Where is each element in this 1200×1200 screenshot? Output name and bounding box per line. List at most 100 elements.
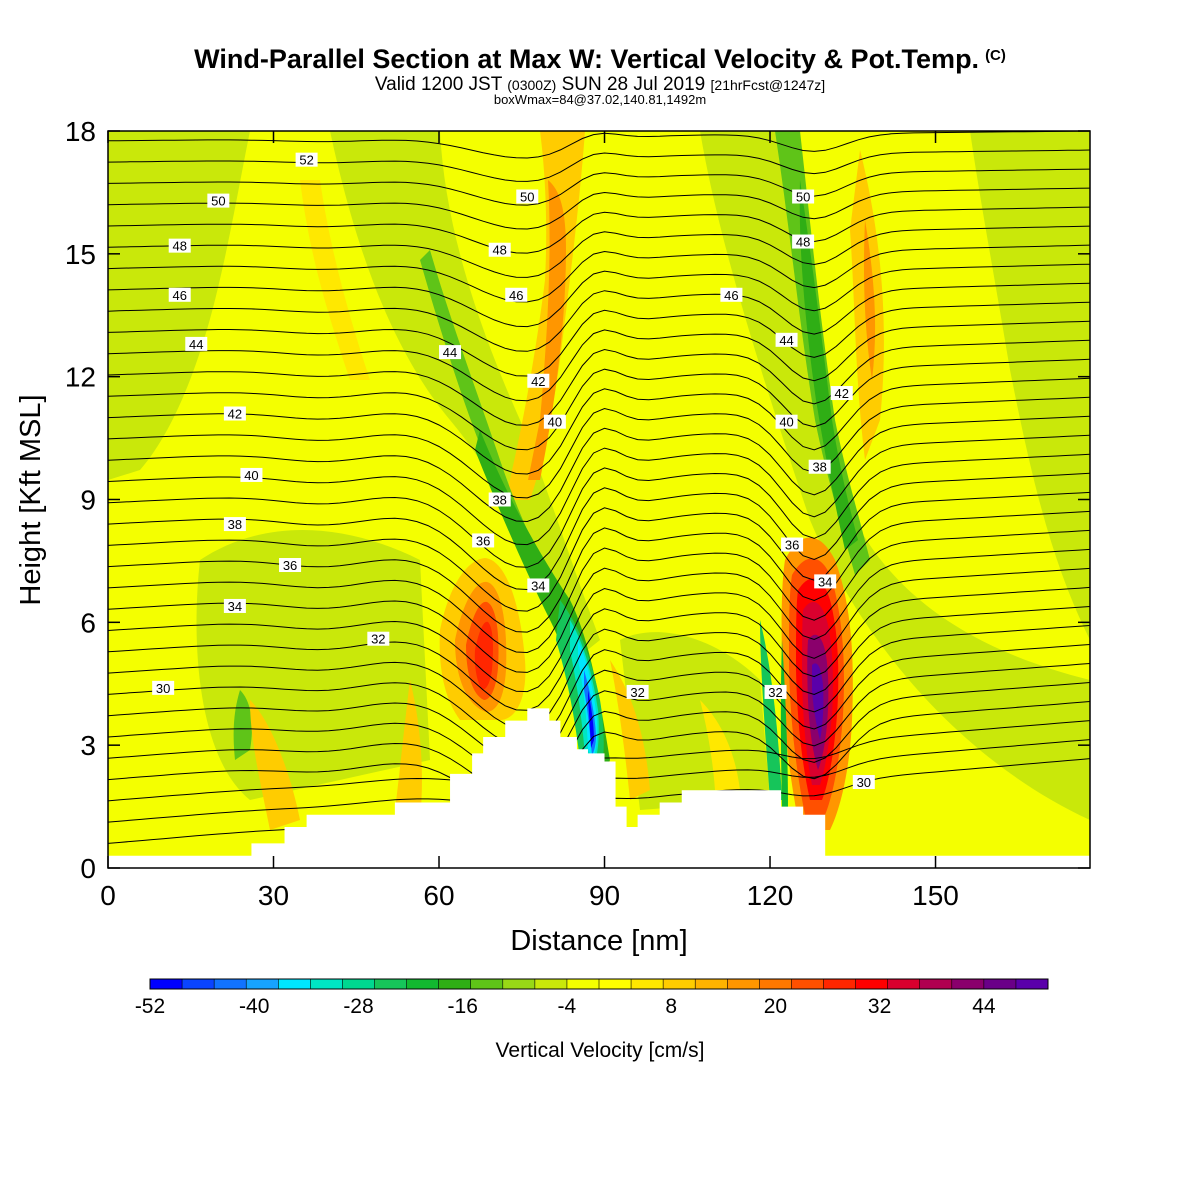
- colorbar-swatch: [951, 979, 985, 989]
- contour-label-bg: [488, 492, 511, 507]
- colorbar-swatch: [246, 979, 279, 989]
- x-axis-ticks: 0 30 60 90 120 150: [100, 131, 959, 911]
- theta-contour-line: [108, 548, 1090, 673]
- y-tick-label: 6: [80, 607, 96, 638]
- theta-contour-line: [108, 168, 1090, 206]
- contour-label: 34: [818, 574, 832, 589]
- contour-label: 50: [796, 190, 810, 205]
- x-tick-label: 30: [258, 880, 289, 911]
- contour-label: 32: [768, 685, 782, 700]
- contour-label-bg: [240, 467, 263, 482]
- colorbar-swatch: [1015, 979, 1049, 989]
- contour-label: 44: [189, 337, 203, 352]
- contour-label: 42: [835, 386, 849, 401]
- theta-contour-line: [108, 453, 1090, 568]
- colorbar-tick-label: 32: [868, 995, 891, 1018]
- contour-label-bg: [472, 533, 495, 548]
- theta-contour-line: [108, 644, 1090, 764]
- y-tick-label: 0: [80, 853, 96, 884]
- contour-label-bg: [223, 598, 246, 613]
- contour-label: 36: [785, 538, 799, 553]
- contour-label-bg: [279, 558, 302, 573]
- contour-label-bg: [168, 287, 191, 302]
- theta-contour-line: [108, 510, 1090, 633]
- colorbar-swatch: [182, 979, 215, 989]
- contour-label-bg: [367, 631, 390, 646]
- colorbar-swatch: [214, 979, 247, 989]
- forecast-run: [21hrFcst@1247z]: [710, 77, 826, 93]
- colorbar-swatch: [823, 979, 857, 989]
- theta-contour-line: [108, 701, 1090, 814]
- x-tick-label: 60: [423, 880, 454, 911]
- contour-label: 42: [531, 374, 545, 389]
- colorbar-tick-label: -4: [558, 995, 577, 1018]
- colorbar-swatch: [438, 979, 472, 989]
- contour-label: 50: [211, 194, 225, 209]
- colorbar-tick-label: -16: [448, 995, 478, 1018]
- contour-label: 38: [812, 460, 826, 475]
- colorbar-swatch: [695, 979, 728, 989]
- contour-label: 32: [630, 685, 644, 700]
- contour-label: 46: [509, 288, 523, 303]
- contour-label-bg: [488, 242, 511, 257]
- theta-contour-line: [108, 415, 1090, 523]
- theta-contour-line: [108, 131, 1090, 159]
- theta-contour-line: [108, 434, 1090, 546]
- contour-label-bg: [792, 189, 815, 204]
- potential-temperature-contours: [108, 131, 1090, 844]
- valid-time: Valid 1200 JST: [374, 74, 502, 95]
- colorbar-swatch: [566, 979, 600, 989]
- colorbar-tick-label: 44: [972, 995, 996, 1018]
- colorbar-tick-label: -28: [343, 995, 373, 1018]
- contour-label: 40: [548, 415, 562, 430]
- contour-label-bg: [516, 189, 539, 204]
- theta-contour-line: [108, 263, 1090, 328]
- colorbar-swatch: [150, 979, 183, 989]
- contour-label: 30: [156, 681, 170, 696]
- contour-label-bg: [152, 680, 175, 695]
- copyright-mark: (C): [985, 47, 1006, 64]
- colorbar-swatch: [502, 979, 536, 989]
- colorbar: [149, 978, 1049, 990]
- contour-label: 44: [779, 333, 793, 348]
- y-tick-label: 18: [65, 116, 96, 147]
- contour-label-bg: [223, 517, 246, 532]
- colorbar-swatch: [278, 979, 311, 989]
- colorbar-swatch: [919, 979, 953, 989]
- colorbar-swatch: [631, 979, 664, 989]
- contour-label-bg: [168, 238, 191, 253]
- contour-label-bg: [814, 574, 837, 589]
- theta-contour-line: [108, 187, 1090, 230]
- theta-contour-line: [108, 682, 1090, 798]
- contour-label: 30: [857, 775, 871, 790]
- theta-contour-line: [108, 206, 1090, 254]
- contour-label-bg: [830, 386, 853, 401]
- colorbar-swatch: [759, 979, 792, 989]
- contour-label-bg: [543, 414, 566, 429]
- theta-contour-line: [108, 320, 1090, 402]
- contour-label: 48: [492, 243, 506, 258]
- contour-label-bg: [808, 459, 831, 474]
- y-tick-label: 12: [65, 362, 96, 393]
- contour-label: 34: [228, 599, 242, 614]
- contour-label-bg: [720, 287, 743, 302]
- theta-contour-line: [108, 244, 1090, 303]
- x-tick-label: 120: [747, 880, 794, 911]
- colorbar-swatch: [887, 979, 921, 989]
- colorbar-swatch: [470, 979, 504, 989]
- box-wmax-line: boxWmax=84@37.02,140.81,1492m: [493, 92, 707, 107]
- colorbar-tick-label: -52: [135, 995, 165, 1018]
- theta-contour-line: [108, 396, 1090, 499]
- terrain-mask: [108, 708, 1090, 868]
- colorbar-swatch: [406, 979, 440, 989]
- contour-label-bg: [223, 406, 246, 421]
- contour-label: 32: [371, 632, 385, 647]
- contour-label: 40: [244, 468, 258, 483]
- contour-label: 34: [531, 578, 545, 593]
- contour-label: 38: [492, 493, 506, 508]
- chart-subtitle: Valid 1200 JST (0300Z) SUN 28 Jul 2019 […: [0, 74, 1200, 96]
- contour-label: 46: [172, 288, 186, 303]
- colorbar-tick-label: 20: [764, 995, 787, 1018]
- contour-label-bg: [527, 373, 550, 388]
- contour-label: 48: [172, 239, 186, 254]
